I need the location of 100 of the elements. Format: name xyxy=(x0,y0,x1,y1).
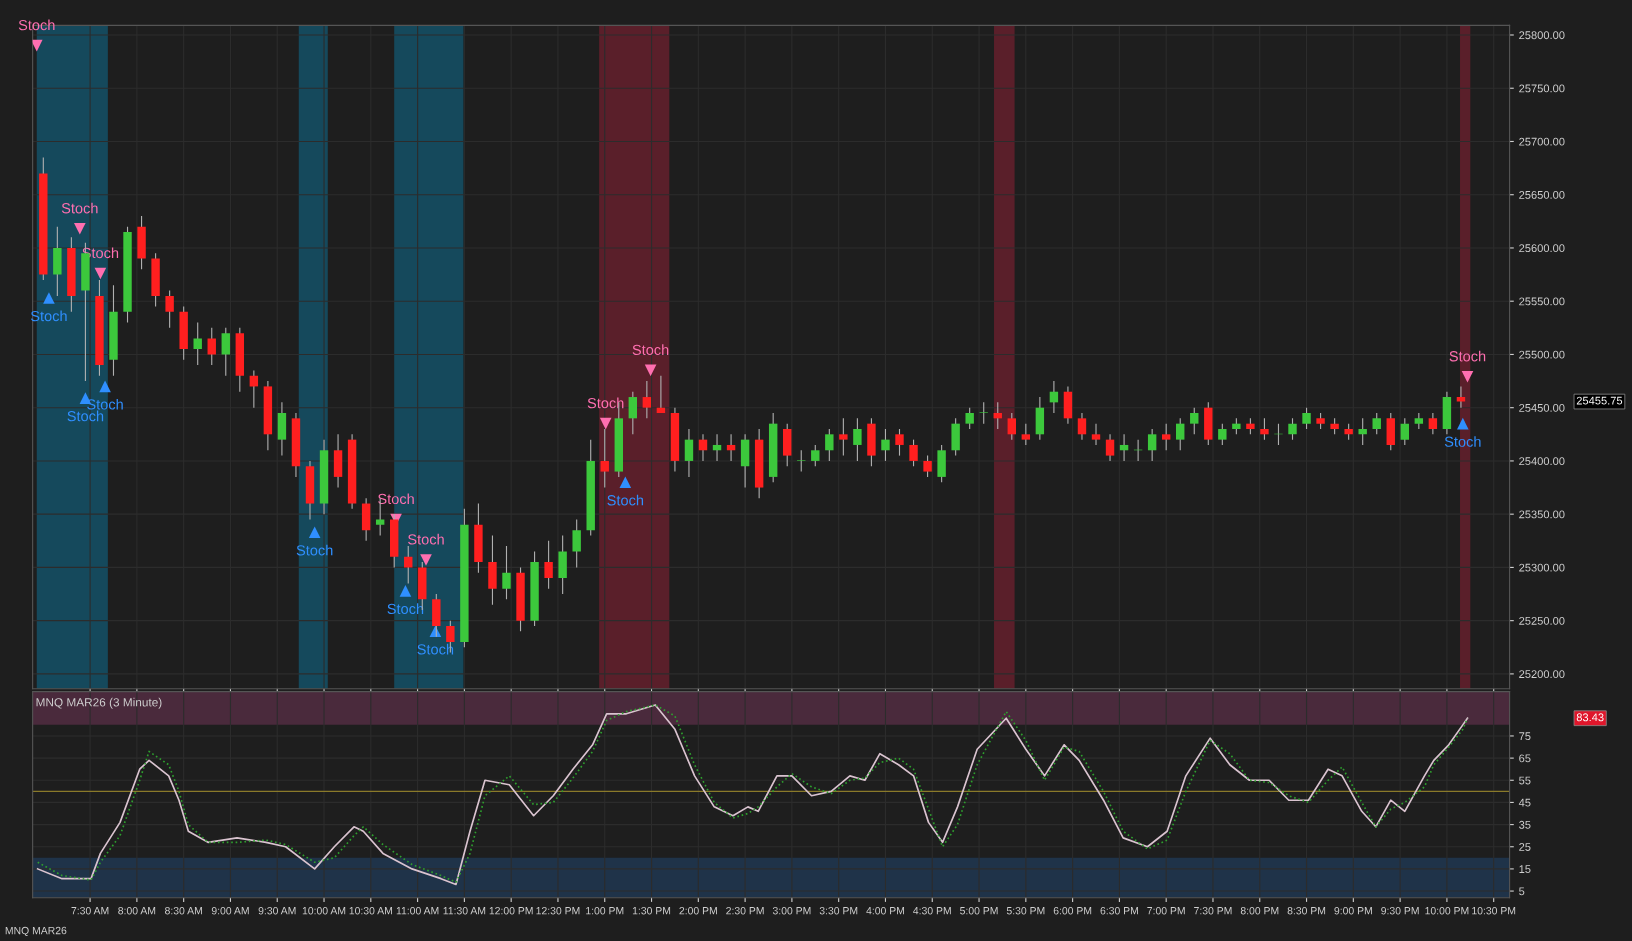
candlestick xyxy=(1428,412,1438,435)
y-tick-label: 25450.00 xyxy=(1519,403,1565,412)
point xyxy=(308,526,321,539)
y-tick-label: 25800.00 xyxy=(1519,31,1565,40)
x-tick-label: 2:30 PM xyxy=(726,907,764,915)
data-label: Stoch xyxy=(87,398,123,410)
candlestick xyxy=(923,455,932,478)
y-tick-label: 25550.00 xyxy=(1519,297,1565,306)
candlestick xyxy=(1161,423,1171,451)
x-tick-label: 9:30 PM xyxy=(1381,907,1419,915)
x-tick-label: 5:30 PM xyxy=(1006,907,1045,915)
data-label: Stoch xyxy=(18,19,55,31)
candlestick xyxy=(909,439,918,467)
x-tick-label: 4:30 PM xyxy=(913,907,951,915)
data-label: Stoch xyxy=(296,544,333,556)
text: 83.43 xyxy=(1576,713,1604,722)
point xyxy=(94,267,107,280)
candlestick xyxy=(1218,423,1227,446)
candlestick xyxy=(684,428,694,478)
candlestick xyxy=(1358,417,1367,446)
point xyxy=(1461,371,1474,383)
text: 25455.75 xyxy=(1576,396,1623,405)
data-label: Stoch xyxy=(378,493,414,505)
x-tick-label: 12:30 PM xyxy=(536,907,580,915)
y-tick-label: 75 xyxy=(1519,732,1531,741)
candlestick xyxy=(1456,385,1466,409)
x-tick-label: 3:30 PM xyxy=(819,907,858,915)
candlestick xyxy=(811,444,820,467)
point xyxy=(32,39,43,52)
y-tick-label: 25600.00 xyxy=(1519,244,1565,253)
candlestick xyxy=(628,391,638,435)
candlestick xyxy=(221,327,230,377)
candlestick xyxy=(965,407,974,430)
x-tick-label: 4:00 PM xyxy=(866,907,905,915)
y-tick-label: 15 xyxy=(1519,865,1531,874)
y-tick-label: 25250.00 xyxy=(1519,616,1565,625)
data-label: Stoch xyxy=(387,603,424,615)
y-tick-label: 25350.00 xyxy=(1519,510,1565,519)
y-tick-label: 25750.00 xyxy=(1519,84,1565,93)
data-label: Stoch xyxy=(632,344,669,356)
candlestick xyxy=(193,321,202,366)
candlestick xyxy=(207,327,216,366)
x-tick-label: 6:30 PM xyxy=(1100,907,1138,915)
x-tick-label: 1:30 PM xyxy=(632,907,671,915)
candlestick xyxy=(839,417,848,457)
x-tick-label: 11:30 AM xyxy=(443,907,486,915)
x-tick-label: 8:30 PM xyxy=(1287,907,1326,915)
candlestick xyxy=(1400,417,1410,446)
data-label: Stoch xyxy=(417,643,454,655)
chart-title: MNQ MAR26 (3 Minute) xyxy=(36,697,162,709)
candlestick xyxy=(1147,428,1157,462)
x-tick-label: 7:30 AM xyxy=(71,907,109,915)
y-tick-label: 25400.00 xyxy=(1519,457,1565,466)
y-tick-label: 5 xyxy=(1519,887,1525,896)
candlestick xyxy=(1105,433,1115,462)
data-label: Stoch xyxy=(408,533,444,545)
y-tick-label: 25200.00 xyxy=(1519,670,1565,679)
y-tick-label: 55 xyxy=(1519,776,1531,785)
x-tick-label: 8:00 AM xyxy=(118,907,156,915)
x-tick-label: 10:30 AM xyxy=(349,907,392,915)
x-tick-label: 8:00 PM xyxy=(1240,907,1279,915)
y-tick-label: 35 xyxy=(1519,820,1531,829)
x-tick-label: 10:00 PM xyxy=(1425,907,1469,915)
x-tick-label: 1:00 PM xyxy=(586,907,624,915)
x-tick-label: 6:00 PM xyxy=(1053,907,1092,915)
point xyxy=(43,292,55,304)
x-tick-label: 2:00 PM xyxy=(679,907,717,915)
text: MNQ MAR26 xyxy=(5,926,67,937)
candlestick xyxy=(165,290,174,329)
candlestick xyxy=(544,540,553,590)
candlestick xyxy=(642,380,652,419)
y-tick-label: 25700.00 xyxy=(1519,137,1565,146)
candlestick xyxy=(825,428,834,462)
x-tick-label: 9:00 AM xyxy=(211,907,249,915)
candlestick xyxy=(1007,412,1016,441)
point xyxy=(99,380,111,393)
data-label: Stoch xyxy=(607,494,644,506)
point xyxy=(1457,417,1469,430)
x-tick-label: 12:00 PM xyxy=(489,907,533,915)
x-tick-label: 10:30 PM xyxy=(1472,907,1516,915)
data-label: Stoch xyxy=(61,202,98,214)
y-tick-label: 65 xyxy=(1519,754,1531,763)
x-tick-label: 7:30 PM xyxy=(1194,907,1232,915)
candlestick xyxy=(1021,423,1031,446)
point xyxy=(619,476,632,489)
candlestick xyxy=(881,428,890,462)
x-tick-label: 7:00 PM xyxy=(1147,907,1185,915)
candlestick xyxy=(797,449,806,473)
data-label: Stoch xyxy=(1444,436,1481,447)
candlestick xyxy=(1288,417,1297,441)
point xyxy=(599,417,612,430)
candlestick xyxy=(572,518,581,568)
y-tick-label: 25 xyxy=(1519,843,1531,851)
x-tick-label: 8:30 AM xyxy=(165,907,202,915)
candlestick xyxy=(1176,417,1185,451)
point xyxy=(73,222,86,235)
candlestick xyxy=(1260,417,1269,441)
data-label: Stoch xyxy=(30,310,67,322)
point xyxy=(399,585,412,597)
x-tick-label: 11:00 AM xyxy=(396,907,439,915)
